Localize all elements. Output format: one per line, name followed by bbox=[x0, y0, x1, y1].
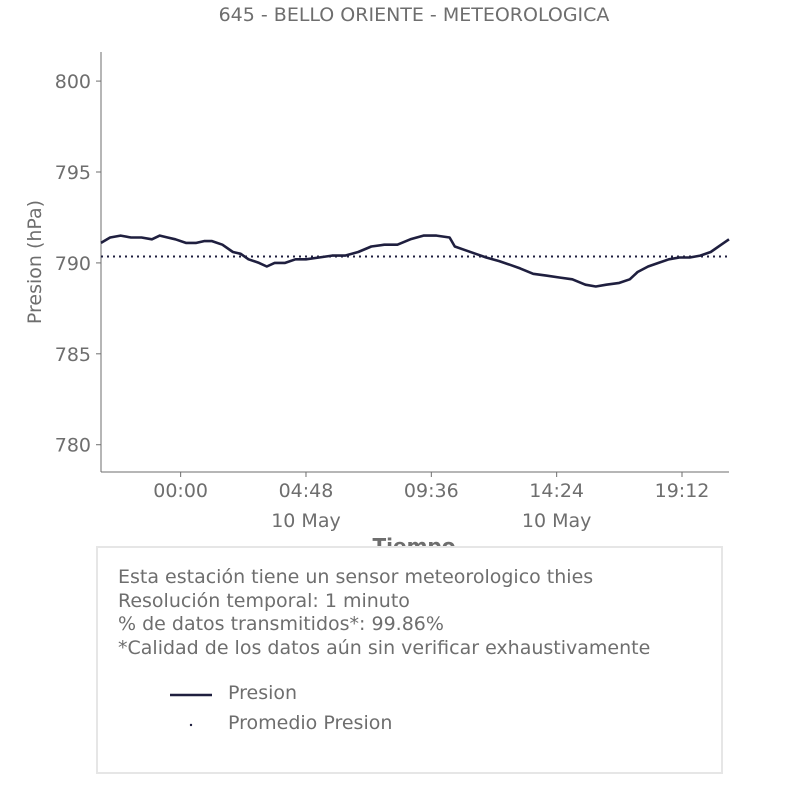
y-ticks: 780 785 790 795 800 bbox=[55, 71, 101, 457]
legend-label-promedio: Promedio Presion bbox=[228, 712, 393, 734]
info-text: Esta estación tiene un sensor meteorolog… bbox=[118, 566, 650, 660]
info-line-quality-note: *Calidad de los datos aún sin verificar … bbox=[118, 636, 651, 659]
y-axis-label: Presion (hPa) bbox=[24, 200, 46, 324]
info-line-transmitted: % de datos transmitidos*: 99.86% bbox=[118, 613, 444, 635]
series-presion bbox=[100, 234, 730, 288]
x-tick-label: 04:48 bbox=[279, 480, 334, 502]
x-tick-date-label: 10 May bbox=[271, 510, 341, 532]
y-tick-label: 800 bbox=[55, 71, 91, 93]
axes bbox=[100, 52, 729, 473]
info-line-resolution: Resolución temporal: 1 minuto bbox=[118, 589, 410, 612]
x-tick-date-label: 10 May bbox=[522, 510, 592, 532]
x-tick-label: 19:12 bbox=[655, 480, 710, 502]
x-ticks: 00:00 04:48 10 May 09:36 14:24 10 May 19:12 bbox=[153, 472, 709, 532]
x-tick-label: 09:36 bbox=[404, 480, 459, 502]
legend-swatch-dot bbox=[189, 723, 193, 727]
y-tick-label: 785 bbox=[55, 344, 91, 366]
plot-series bbox=[100, 234, 730, 288]
y-tick-label: 780 bbox=[55, 435, 91, 457]
y-tick-label: 795 bbox=[55, 162, 91, 184]
legend-swatch-solid-line bbox=[170, 693, 212, 697]
x-tick-label: 14:24 bbox=[529, 480, 584, 502]
info-box: Esta estación tiene un sensor meteorolog… bbox=[96, 546, 723, 774]
y-tick-label: 790 bbox=[55, 253, 91, 275]
info-line-sensor: Esta estación tiene un sensor meteorolog… bbox=[118, 566, 594, 588]
x-tick-label: 00:00 bbox=[153, 480, 208, 502]
chart-title: 645 - BELLO ORIENTE - METEOROLOGICA bbox=[219, 4, 610, 26]
legend-label-presion: Presion bbox=[228, 682, 298, 704]
